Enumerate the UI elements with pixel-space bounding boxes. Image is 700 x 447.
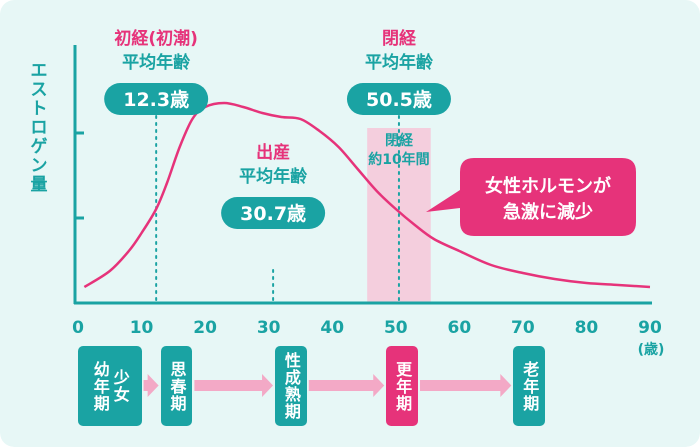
x-tick-label: 90 (638, 318, 662, 338)
life-stage-box: 思春期 (160, 346, 193, 426)
stage-arrow-head (262, 374, 274, 397)
y-axis-label-char: ン (30, 156, 48, 176)
stage-arrow-head (500, 374, 512, 397)
marker-title-line: 出産 (256, 142, 290, 163)
x-tick-label: 80 (575, 318, 599, 338)
stage-arrow-head (147, 374, 159, 397)
life-stage-box: 老年期 (513, 346, 546, 426)
marker-title-line: 閉経 (382, 28, 417, 49)
marker-value: 12.3歳 (123, 89, 189, 111)
stage-arrow-shaft (308, 380, 376, 391)
x-tick-label: 60 (447, 318, 471, 338)
x-tick-label: 40 (320, 318, 344, 338)
y-axis-label-char: ロ (30, 118, 48, 138)
x-tick-label: 50 (384, 318, 408, 338)
x-tick-label: 30 (257, 318, 281, 338)
marker-title-line: 平均年齢 (239, 166, 308, 187)
marker-value-pill (346, 83, 451, 115)
estrogen-curve (83, 101, 651, 289)
stage-arrow-head (373, 374, 385, 397)
stage-arrow-shaft (420, 380, 503, 391)
x-tick-label: 70 (511, 318, 535, 338)
x-tick-label: 20 (193, 318, 217, 338)
x-tick-label: 10 (130, 318, 154, 338)
marker-title-line: 平均年齢 (365, 52, 434, 73)
life-stage-box: 少女 幼年期 (78, 346, 142, 426)
stage-arrow-shaft (143, 380, 150, 391)
life-stage-label: 老年期 (520, 360, 540, 412)
callout-bubble (426, 158, 636, 236)
marker-title-line: 初経(初潮) (114, 28, 198, 49)
life-stage-label: 性成熟期 (281, 352, 301, 420)
callout-text-line: 急激に減少 (503, 201, 593, 223)
life-stage-box: 性成熟期 (275, 346, 307, 426)
x-tick-label: 0 (72, 318, 84, 338)
life-stage-label: 思春期 (167, 360, 187, 412)
y-axis-label-char: エ (30, 61, 48, 81)
y-axis-label-char: ス (30, 80, 48, 100)
marker-value: 50.5歳 (366, 89, 432, 111)
marker-value: 30.7歳 (240, 203, 306, 225)
callout-text-line: 女性ホルモンが (485, 175, 611, 197)
marker-value-pill (104, 83, 209, 115)
marker-title-line: 平均年齢 (122, 52, 191, 73)
life-stage-label: 幼年期 (90, 360, 110, 412)
y-axis-label: エストロゲン量 (27, 62, 51, 195)
y-axis-label-char: 量 (30, 175, 48, 195)
x-axis-unit: (歳) (638, 341, 665, 358)
y-axis-label-char: ゲ (30, 137, 48, 157)
band-label-line: 閉経 (385, 132, 414, 149)
y-axis-label-char: ト (30, 99, 48, 119)
life-stage-label: 少女 (110, 369, 130, 403)
life-stage-box: 更年期 (386, 346, 418, 426)
stage-arrow-shaft (194, 380, 265, 391)
marker-value-pill (221, 197, 326, 229)
life-stage-label: 更年期 (393, 360, 413, 412)
